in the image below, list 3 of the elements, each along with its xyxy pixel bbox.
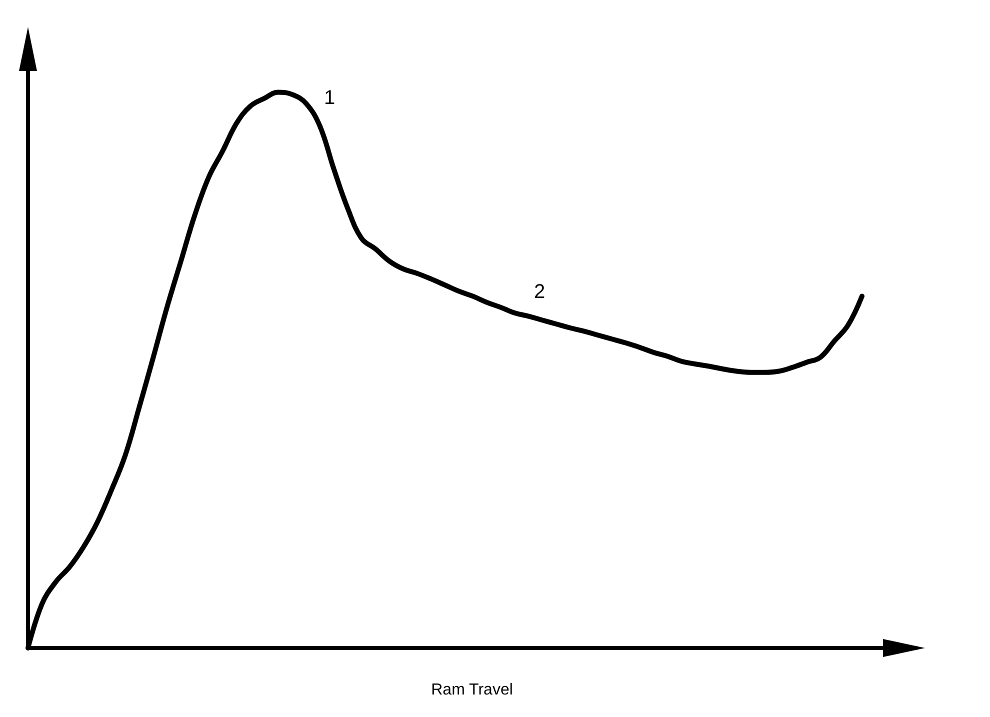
annotation: 2 [534, 281, 546, 303]
annotation: 1 [324, 87, 336, 109]
x-axis-title: Ram Travel [431, 682, 513, 698]
